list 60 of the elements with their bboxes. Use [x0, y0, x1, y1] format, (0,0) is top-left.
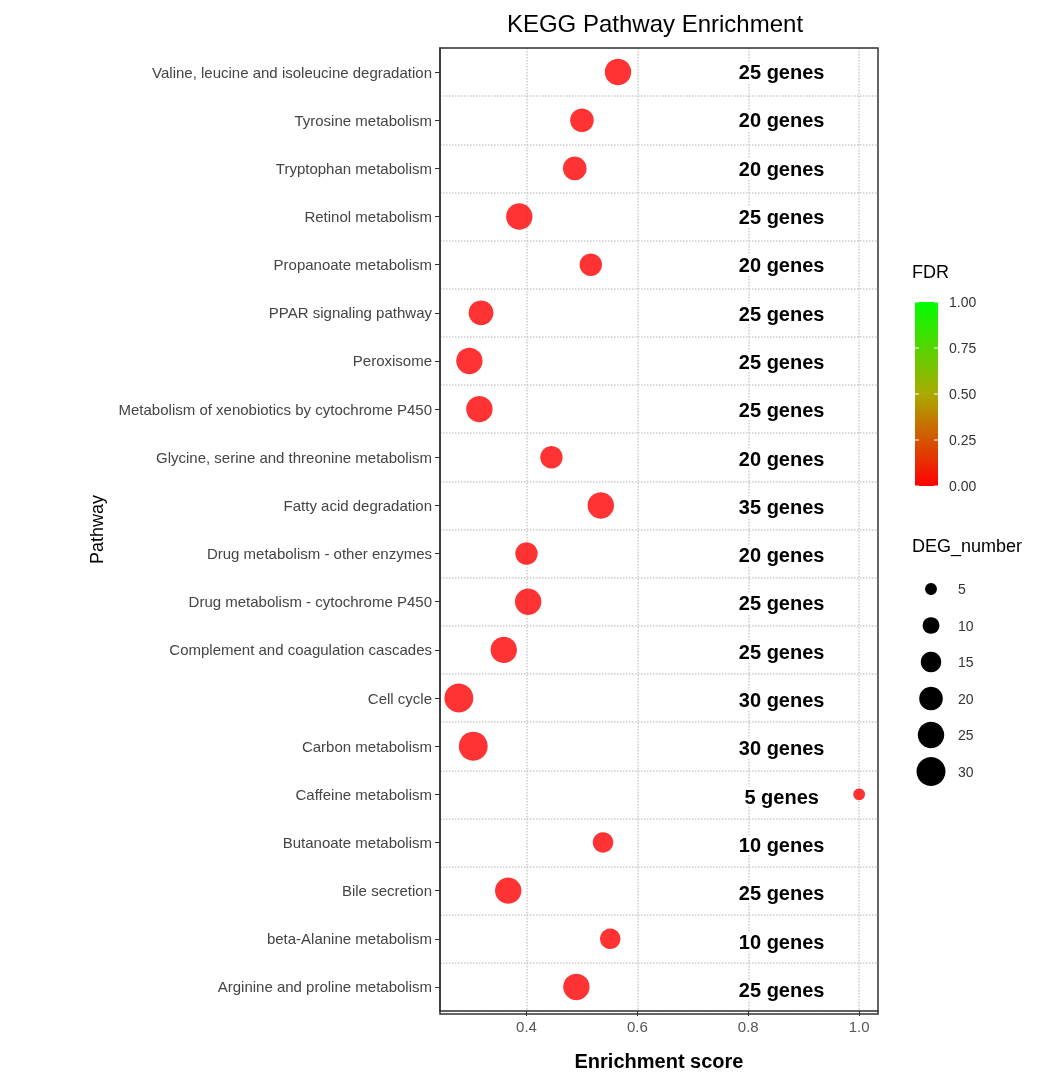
color-bar-label: 0.25	[949, 432, 977, 448]
annotation: 25 genes	[738, 640, 825, 663]
y-tick-label: Tryptophan metabolism	[275, 159, 432, 177]
y-tick-label: PPAR signaling pathway	[268, 304, 433, 322]
y-tick-label: Cell cycle	[367, 689, 432, 707]
annotation: 10 genes	[738, 833, 825, 856]
y-tick-label: Propanoate metabolism	[273, 256, 432, 274]
y-tick-label: Bile secretion	[341, 882, 432, 900]
y-tick-label: Metabolism of xenobiotics by cytochrome P450	[118, 400, 432, 418]
annotation: 20 genes	[738, 447, 825, 470]
legend-label: 5	[958, 581, 966, 597]
annotation: 25 genes	[738, 350, 825, 373]
legend-label: 25	[958, 727, 974, 743]
y-tick-label: Carbon metabolism	[301, 737, 432, 755]
annotation: 30 genes	[738, 689, 825, 712]
color-bar-label: 0.50	[949, 386, 977, 402]
y-tick-label: Fatty acid degradation	[283, 496, 432, 514]
annotation: 25 genes	[738, 302, 825, 325]
annotation: 25 genes	[738, 882, 825, 905]
color-bar-label: 1.00	[949, 294, 977, 310]
x-tick-label: 1.0	[848, 1018, 870, 1035]
y-tick-label: Peroxisome	[352, 352, 432, 370]
annotation: 25 genes	[738, 399, 825, 422]
y-tick-label: Retinol metabolism	[304, 208, 432, 226]
x-tick-label: 0.8	[737, 1018, 759, 1035]
y-tick-label: Arginine and proline metabolism	[217, 978, 432, 996]
y-tick-label: Valine, leucine and isoleucine degradation	[152, 63, 432, 81]
annotation: 20 genes	[738, 157, 825, 180]
color-bar-title: FDR	[912, 262, 949, 282]
annotation: 20 genes	[738, 254, 825, 277]
annotation: 10 genes	[738, 930, 825, 953]
color-bar-label: 0.75	[949, 340, 977, 356]
y-tick-label: Butanoate metabolism	[282, 833, 432, 851]
annotation: 20 genes	[738, 544, 825, 567]
annotation: 30 genes	[738, 737, 825, 760]
y-tick-label: Glycine, serine and threonine metabolism	[156, 448, 432, 466]
annotation: 25 genes	[738, 206, 825, 229]
y-tick-label: beta-Alanine metabolism	[266, 930, 432, 948]
y-tick-label: Drug metabolism - other enzymes	[206, 545, 432, 563]
annotation: 25 genes	[738, 592, 825, 615]
legend-title: DEG_number	[912, 536, 1023, 557]
x-tick-label: 0.4	[516, 1018, 537, 1035]
annotation: 25 genes	[738, 978, 825, 1001]
color-bar-label: 0.00	[949, 478, 977, 494]
x-axis-title: Enrichment score	[574, 1050, 744, 1072]
y-tick-label: Complement and coagulation cascades	[169, 641, 432, 659]
y-tick-label: Caffeine metabolism	[295, 785, 432, 803]
y-tick-label: Drug metabolism - cytochrome P450	[188, 593, 432, 611]
legend-label: 20	[958, 690, 974, 707]
y-tick-label: Tyrosine metabolism	[294, 111, 432, 129]
x-tick-label: 0.6	[626, 1018, 648, 1035]
y-axis-title: Pathway	[87, 494, 107, 565]
legend-label: 30	[958, 763, 974, 780]
chart-title: KEGG Pathway Enrichment	[506, 9, 804, 37]
annotation: 5 genes	[744, 785, 819, 808]
annotation: 35 genes	[738, 495, 825, 518]
annotation: 20 genes	[738, 109, 825, 132]
annotation: 25 genes	[738, 61, 825, 84]
legend-label: 10	[958, 617, 974, 634]
legend-label: 15	[958, 654, 974, 670]
